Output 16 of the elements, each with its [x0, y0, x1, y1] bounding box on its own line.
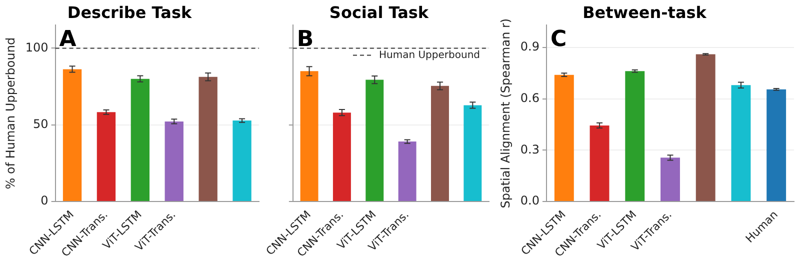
ref-line-label: Human Upperbound: [378, 50, 480, 61]
y-tick-label: 0: [40, 194, 48, 208]
y-tick-label: 50: [33, 116, 48, 131]
y-tick-label: 100: [25, 40, 48, 54]
y-tick-label: 0.9: [520, 40, 540, 54]
y-tick-label: 0.3: [520, 142, 540, 156]
y-axis-title: Spatial Alignment (Spearman r): [498, 18, 512, 208]
chart-title: Between-task: [582, 2, 707, 22]
y-axis-title: % of Human Upperbound: [3, 37, 18, 190]
annotation: A: [59, 26, 76, 52]
y-tick-label: 0.0: [520, 194, 540, 208]
chart-title: Social Task: [329, 2, 429, 22]
annotation: C: [550, 26, 567, 52]
chart-title: Describe Task: [67, 2, 192, 22]
y-tick-label: 0.6: [520, 90, 540, 105]
annotation: B: [296, 26, 314, 52]
